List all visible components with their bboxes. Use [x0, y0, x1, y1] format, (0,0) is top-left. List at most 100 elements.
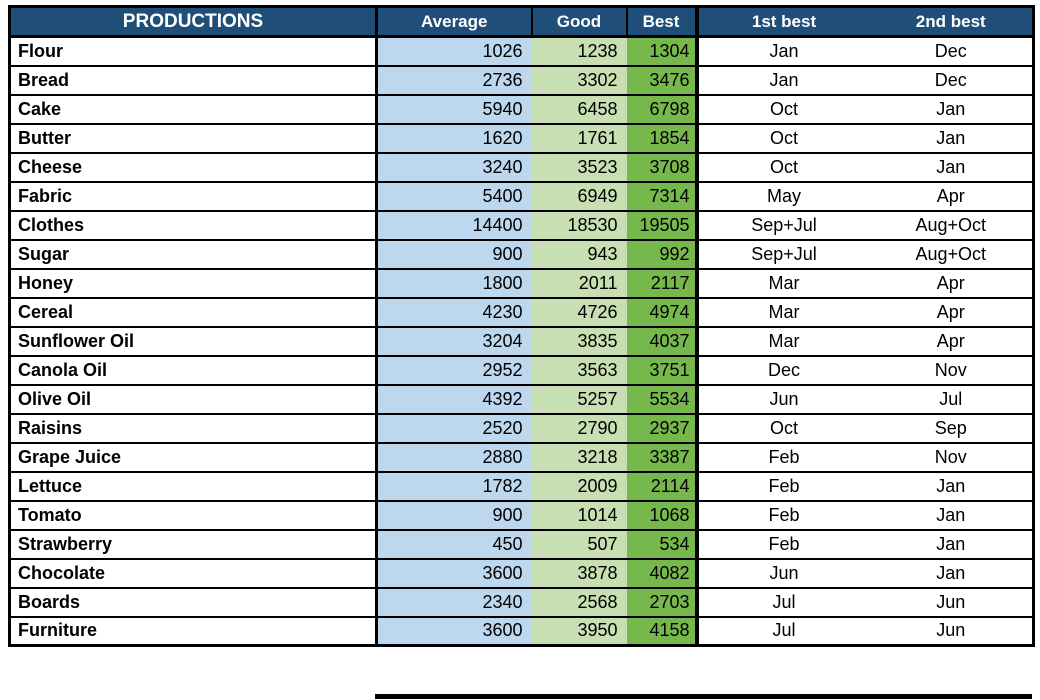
table-row: Sunflower Oil 3204 3835 4037 Mar Apr	[9, 325, 1034, 356]
first-best-cell: Mar	[696, 325, 870, 356]
good-cell: 2009	[531, 470, 627, 501]
first-best-cell: Oct	[696, 412, 870, 443]
product-name-cell: Grape Juice	[9, 441, 378, 472]
first-best-cell: Jun	[696, 557, 870, 588]
average-cell: 1800	[376, 267, 532, 298]
first-best-cell: Feb	[696, 441, 870, 472]
average-cell: 3204	[376, 325, 532, 356]
product-name-cell: Raisins	[9, 412, 378, 443]
first-best-cell: Sep+Jul	[696, 238, 870, 269]
product-name-cell: Flour	[9, 35, 378, 66]
product-name-cell: Bread	[9, 64, 378, 95]
first-best-cell: Jun	[696, 383, 870, 414]
best-cell: 2114	[626, 470, 699, 501]
product-name-cell: Sugar	[9, 238, 378, 269]
average-cell: 450	[376, 528, 532, 559]
first-best-cell: Oct	[696, 122, 870, 153]
best-cell: 5534	[626, 383, 699, 414]
product-name-cell: Cereal	[9, 296, 378, 327]
product-name-cell: Boards	[9, 586, 378, 617]
table-row: Canola Oil 2952 3563 3751 Dec Nov	[9, 354, 1034, 385]
best-cell: 1304	[626, 35, 699, 66]
product-name-cell: Sunflower Oil	[9, 325, 378, 356]
product-name-cell: Chocolate	[9, 557, 378, 588]
best-cell: 2937	[626, 412, 699, 443]
first-best-cell: Jan	[696, 35, 870, 66]
product-name-cell: Strawberry	[9, 528, 378, 559]
best-cell: 6798	[626, 93, 699, 124]
second-best-cell: Apr	[869, 296, 1034, 327]
second-best-cell: Dec	[869, 35, 1034, 66]
good-cell: 6458	[531, 93, 627, 124]
average-cell: 14400	[376, 209, 532, 240]
second-best-cell: Jan	[869, 470, 1034, 501]
good-cell: 3950	[531, 615, 627, 647]
first-best-cell: Feb	[696, 499, 870, 530]
average-cell: 3600	[376, 557, 532, 588]
table-row: Honey 1800 2011 2117 Mar Apr	[9, 267, 1034, 298]
product-name-cell: Fabric	[9, 180, 378, 211]
best-cell: 4158	[626, 615, 699, 647]
good-cell: 3878	[531, 557, 627, 588]
good-cell: 3523	[531, 151, 627, 182]
good-cell: 3218	[531, 441, 627, 472]
table-row: Raisins 2520 2790 2937 Oct Sep	[9, 412, 1034, 443]
first-best-cell: Jul	[696, 586, 870, 617]
good-cell: 1761	[531, 122, 627, 153]
first-best-cell: Mar	[696, 267, 870, 298]
good-cell: 2011	[531, 267, 627, 298]
first-best-cell: Sep+Jul	[696, 209, 870, 240]
second-best-cell: Jun	[869, 615, 1034, 647]
first-best-cell: Feb	[696, 528, 870, 559]
table-row: Grape Juice 2880 3218 3387 Feb Nov	[9, 441, 1034, 472]
best-cell: 3387	[626, 441, 699, 472]
average-cell: 900	[376, 238, 532, 269]
first-best-cell: Jan	[696, 64, 870, 95]
first-best-cell: Oct	[696, 93, 870, 124]
product-name-cell: Honey	[9, 267, 378, 298]
best-cell: 7314	[626, 180, 699, 211]
product-name-cell: Lettuce	[9, 470, 378, 501]
good-cell: 507	[531, 528, 627, 559]
good-cell: 3835	[531, 325, 627, 356]
best-cell: 1068	[626, 499, 699, 530]
table-row: Strawberry 450 507 534 Feb Jan	[9, 528, 1034, 559]
average-cell: 5940	[376, 93, 532, 124]
good-cell: 1238	[531, 35, 627, 66]
best-cell: 1854	[626, 122, 699, 153]
second-best-cell: Jan	[869, 557, 1034, 588]
average-cell: 900	[376, 499, 532, 530]
best-cell: 4037	[626, 325, 699, 356]
first-best-cell: Oct	[696, 151, 870, 182]
table-row: Fabric 5400 6949 7314 May Apr	[9, 180, 1034, 211]
second-best-cell: Jan	[869, 122, 1034, 153]
table-row: Furniture 3600 3950 4158 Jul Jun	[9, 615, 1034, 647]
second-best-cell: Jan	[869, 151, 1034, 182]
table-header-row: PRODUCTIONS Average Good Best 1st best 2…	[9, 5, 1034, 38]
product-name-cell: Canola Oil	[9, 354, 378, 385]
header-productions: PRODUCTIONS	[9, 5, 378, 38]
average-cell: 4392	[376, 383, 532, 414]
product-name-cell: Clothes	[9, 209, 378, 240]
average-cell: 2880	[376, 441, 532, 472]
good-cell: 943	[531, 238, 627, 269]
table-row: Butter 1620 1761 1854 Oct Jan	[9, 122, 1034, 153]
product-name-cell: Olive Oil	[9, 383, 378, 414]
best-cell: 3751	[626, 354, 699, 385]
second-best-cell: Aug+Oct	[869, 209, 1034, 240]
second-best-cell: Apr	[869, 180, 1034, 211]
second-best-cell: Aug+Oct	[869, 238, 1034, 269]
product-name-cell: Cheese	[9, 151, 378, 182]
best-cell: 19505	[626, 209, 699, 240]
second-best-cell: Jun	[869, 586, 1034, 617]
best-cell: 4082	[626, 557, 699, 588]
second-best-cell: Apr	[869, 267, 1034, 298]
best-cell: 2117	[626, 267, 699, 298]
header-first-best: 1st best	[696, 5, 870, 38]
average-cell: 3600	[376, 615, 532, 647]
second-best-cell: Jul	[869, 383, 1034, 414]
best-cell: 534	[626, 528, 699, 559]
average-cell: 1026	[376, 35, 532, 66]
second-best-cell: Jan	[869, 528, 1034, 559]
header-good: Good	[530, 5, 628, 38]
